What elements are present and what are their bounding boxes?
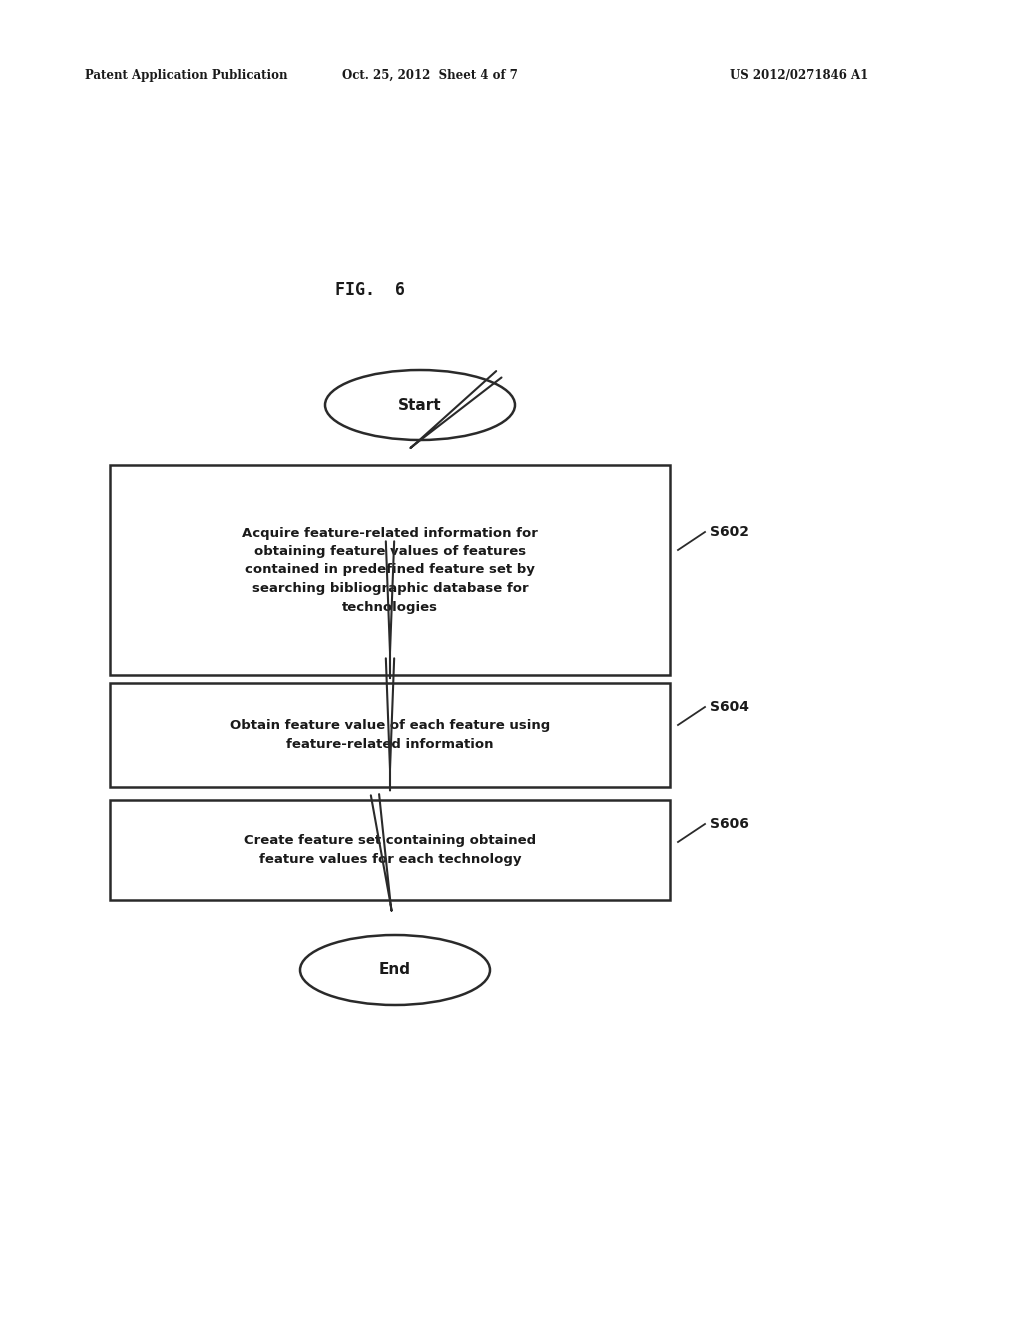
FancyBboxPatch shape [110,682,670,787]
Ellipse shape [300,935,490,1005]
Text: FIG.  6: FIG. 6 [335,281,406,300]
Text: S606: S606 [710,817,749,832]
FancyBboxPatch shape [110,465,670,675]
Text: End: End [379,962,411,978]
Text: S604: S604 [710,700,749,714]
Ellipse shape [325,370,515,440]
Text: Acquire feature-related information for
obtaining feature values of features
con: Acquire feature-related information for … [242,527,538,614]
Text: Patent Application Publication: Patent Application Publication [85,69,288,82]
Text: Obtain feature value of each feature using
feature-related information: Obtain feature value of each feature usi… [229,719,550,751]
FancyBboxPatch shape [110,800,670,900]
Text: S602: S602 [710,525,749,539]
Text: US 2012/0271846 A1: US 2012/0271846 A1 [730,69,868,82]
Text: Start: Start [398,397,441,412]
Text: Create feature set containing obtained
feature values for each technology: Create feature set containing obtained f… [244,834,536,866]
Text: Oct. 25, 2012  Sheet 4 of 7: Oct. 25, 2012 Sheet 4 of 7 [342,69,518,82]
